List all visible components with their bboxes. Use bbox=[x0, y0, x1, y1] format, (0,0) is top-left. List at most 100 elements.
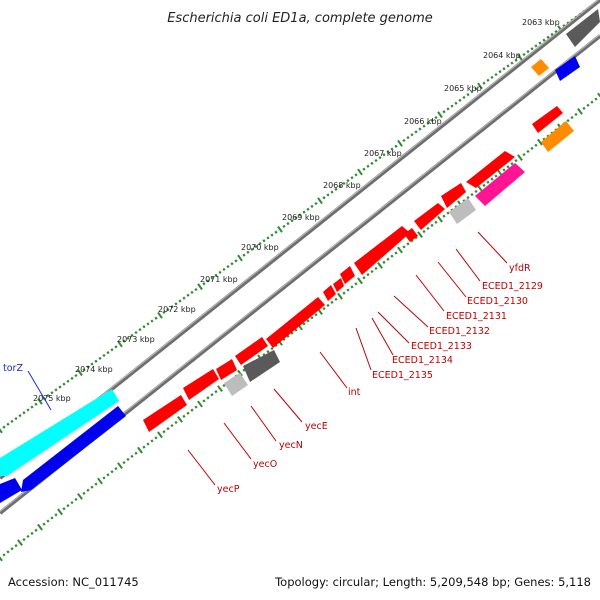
minor-tick bbox=[30, 405, 34, 409]
minor-tick bbox=[130, 454, 134, 458]
minor-tick bbox=[70, 500, 74, 505]
gene-red[interactable] bbox=[414, 203, 445, 230]
gene-blue[interactable] bbox=[0, 478, 22, 503]
minor-tick bbox=[242, 368, 246, 372]
kbp-label: 2073 kbp bbox=[117, 335, 155, 344]
gene-label-ECED1_2132[interactable]: ECED1_2132 bbox=[429, 326, 490, 337]
gene-red[interactable] bbox=[333, 278, 344, 292]
gene-label-ECED1_2134[interactable]: ECED1_2134 bbox=[392, 355, 453, 366]
minor-tick bbox=[330, 190, 334, 194]
minor-tick bbox=[210, 393, 214, 397]
minor-tick bbox=[222, 267, 226, 272]
major-tick bbox=[317, 197, 323, 205]
minor-tick bbox=[194, 405, 198, 409]
kbp-label: 2072 kbp bbox=[158, 305, 196, 314]
minor-tick bbox=[342, 291, 346, 295]
minor-tick bbox=[426, 226, 430, 231]
gene-label-ECED1_2129[interactable]: ECED1_2129 bbox=[482, 281, 543, 292]
gene-gray[interactable] bbox=[566, 9, 600, 47]
minor-tick bbox=[178, 299, 182, 303]
major-tick bbox=[397, 246, 403, 254]
gene-orange[interactable] bbox=[541, 121, 574, 152]
inner-tick-track bbox=[0, 92, 600, 562]
gene-label-yecE[interactable]: yecE bbox=[305, 421, 328, 432]
minor-tick bbox=[362, 167, 366, 171]
minor-tick bbox=[582, 106, 586, 110]
minor-tick bbox=[310, 204, 314, 209]
minor-tick bbox=[194, 287, 198, 292]
gene-label-int[interactable]: int bbox=[348, 387, 361, 398]
minor-tick bbox=[250, 247, 254, 252]
reverse-strand-genes bbox=[0, 121, 574, 503]
minor-tick bbox=[146, 442, 150, 446]
gene-red[interactable] bbox=[441, 183, 466, 208]
minor-tick bbox=[190, 290, 194, 295]
minor-tick bbox=[338, 184, 342, 188]
minor-tick bbox=[162, 310, 166, 315]
gene-label-ECED1_2133[interactable]: ECED1_2133 bbox=[411, 341, 472, 352]
minor-tick bbox=[470, 192, 474, 197]
gene-blue[interactable] bbox=[555, 56, 580, 81]
gene-pink[interactable] bbox=[475, 163, 525, 206]
gene-label-yecP[interactable]: yecP bbox=[217, 484, 240, 495]
gene-red[interactable] bbox=[466, 151, 515, 188]
major-tick bbox=[277, 225, 283, 233]
minor-tick bbox=[282, 224, 286, 229]
minor-tick bbox=[34, 402, 38, 406]
major-tick bbox=[437, 111, 443, 119]
minor-tick bbox=[394, 251, 398, 255]
minor-tick bbox=[286, 221, 290, 226]
gene-label-yfdR[interactable]: yfdR bbox=[509, 263, 531, 274]
gene-red[interactable] bbox=[143, 395, 187, 432]
gene-red[interactable] bbox=[266, 297, 325, 348]
gene-red[interactable] bbox=[532, 106, 563, 133]
minor-tick bbox=[266, 236, 270, 240]
minor-tick bbox=[50, 391, 54, 395]
gene-red[interactable] bbox=[323, 285, 336, 301]
minor-tick bbox=[366, 273, 370, 277]
minor-tick bbox=[58, 385, 62, 389]
minor-tick bbox=[522, 152, 526, 157]
gene-lightgray[interactable] bbox=[224, 373, 248, 396]
minor-tick bbox=[174, 302, 178, 306]
gene-label-ECED1_2130[interactable]: ECED1_2130 bbox=[467, 296, 528, 307]
gene-red[interactable] bbox=[216, 359, 237, 380]
gene-red[interactable] bbox=[235, 337, 268, 365]
gene-gray[interactable] bbox=[243, 350, 280, 382]
minor-tick bbox=[126, 336, 130, 340]
gene-cyan-torZ[interactable] bbox=[0, 389, 119, 476]
gene-label-torZ[interactable]: torZ bbox=[3, 363, 23, 374]
gene-labels: torZ yfdR ECED1_2129 ECED1_2130 ECED1_21… bbox=[3, 263, 543, 495]
gene-label-yecO[interactable]: yecO bbox=[253, 459, 277, 470]
minor-tick bbox=[462, 95, 466, 100]
minor-tick bbox=[214, 273, 218, 277]
gene-red[interactable] bbox=[354, 226, 410, 275]
minor-tick bbox=[346, 178, 350, 183]
minor-tick bbox=[326, 303, 330, 308]
minor-tick bbox=[402, 138, 406, 143]
minor-tick bbox=[62, 382, 66, 386]
minor-tick bbox=[290, 219, 294, 223]
minor-tick bbox=[450, 104, 454, 108]
minor-tick bbox=[526, 149, 530, 154]
minor-tick bbox=[506, 64, 510, 68]
gene-label-yecN[interactable]: yecN bbox=[279, 440, 303, 451]
gene-label-ECED1_2131[interactable]: ECED1_2131 bbox=[446, 311, 507, 322]
gene-red[interactable] bbox=[183, 369, 219, 400]
minor-tick bbox=[442, 214, 446, 218]
gene-red[interactable] bbox=[340, 266, 355, 284]
minor-tick bbox=[102, 476, 106, 480]
minor-tick bbox=[242, 253, 246, 257]
minor-tick bbox=[10, 547, 14, 551]
gene-label-ECED1_2135[interactable]: ECED1_2135 bbox=[372, 370, 433, 381]
minor-tick bbox=[502, 67, 506, 71]
gene-blue[interactable] bbox=[21, 406, 126, 492]
gene-orange[interactable] bbox=[531, 59, 549, 76]
minor-tick bbox=[482, 183, 486, 187]
major-tick bbox=[77, 493, 83, 500]
gene-lightgray[interactable] bbox=[449, 198, 476, 224]
minor-tick bbox=[106, 350, 110, 355]
minor-tick bbox=[134, 330, 138, 335]
minor-tick bbox=[306, 319, 310, 323]
major-tick bbox=[0, 428, 3, 434]
